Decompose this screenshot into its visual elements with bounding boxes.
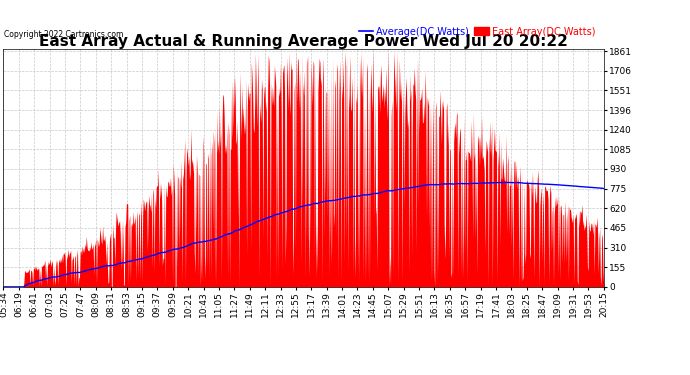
Text: Copyright 2022 Cartronics.com: Copyright 2022 Cartronics.com	[4, 30, 124, 39]
Title: East Array Actual & Running Average Power Wed Jul 20 20:22: East Array Actual & Running Average Powe…	[39, 34, 568, 49]
Legend: Average(DC Watts), East Array(DC Watts): Average(DC Watts), East Array(DC Watts)	[355, 22, 599, 40]
